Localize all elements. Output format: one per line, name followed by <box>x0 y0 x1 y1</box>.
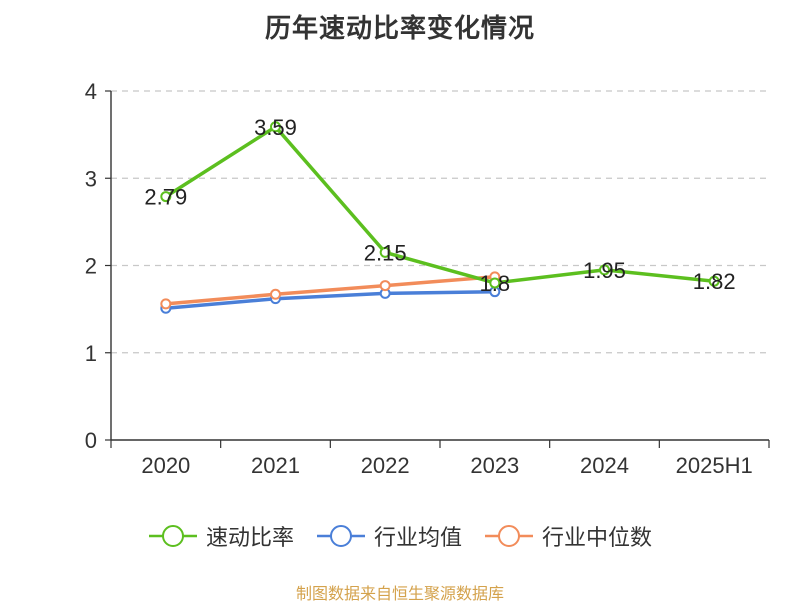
x-tick-label: 2021 <box>251 453 300 478</box>
data-point <box>379 280 391 292</box>
axes: 0 1 2 3 4 2020 2021 2022 2023 2024 2025H1 <box>85 79 770 478</box>
y-tick-label: 1 <box>85 341 97 366</box>
y-tick-label: 0 <box>85 428 97 453</box>
legend-item[interactable]: 行业中位数 <box>484 520 652 552</box>
x-tick-label: 2023 <box>470 453 519 478</box>
data-point <box>270 288 281 300</box>
data-label: 1.8 <box>480 271 511 296</box>
y-tick-label: 3 <box>85 166 97 191</box>
data-point <box>489 277 501 289</box>
series-line <box>164 125 716 285</box>
x-tick-label: 2024 <box>580 453 629 478</box>
data-point <box>160 191 172 203</box>
y-tick-label: 4 <box>85 79 97 104</box>
series-lines <box>160 121 720 314</box>
source-note: 制图数据来自恒生聚源数据库 <box>295 586 504 603</box>
data-point <box>160 298 172 310</box>
x-tick-label: 2025H1 <box>676 453 753 478</box>
data-label: 1.82 <box>693 269 736 294</box>
data-label: 3.59 <box>254 115 297 140</box>
chart-title: 历年速动比率变化情况 <box>264 13 535 43</box>
legend-item[interactable]: 速动比率 <box>148 520 294 552</box>
legend-marker-icon <box>485 525 533 547</box>
legend-label: 速动比率 <box>205 525 294 550</box>
data-point <box>599 264 610 276</box>
legend-label: 行业均值 <box>373 525 462 550</box>
series-line <box>164 289 497 311</box>
y-tick-label: 2 <box>85 254 97 279</box>
data-point <box>379 246 391 258</box>
series-line <box>164 275 497 306</box>
data-point <box>708 275 720 287</box>
grid-lines <box>111 90 769 354</box>
x-tick-label: 2020 <box>141 453 190 478</box>
data-label: 1.95 <box>583 258 626 283</box>
legend: 速动比率 行业均值 行业中位数 <box>0 520 800 552</box>
legend-item[interactable]: 行业均值 <box>316 520 462 552</box>
legend-marker-icon <box>316 525 365 547</box>
data-label: 2.15 <box>364 240 407 265</box>
data-point <box>270 121 281 133</box>
data-label: 2.79 <box>144 185 187 210</box>
x-tick-label: 2022 <box>361 453 410 478</box>
legend-marker-icon <box>148 525 197 547</box>
legend-label: 行业中位数 <box>542 525 653 550</box>
data-labels: 2.79 3.59 2.15 1.8 1.95 1.82 <box>144 115 735 296</box>
